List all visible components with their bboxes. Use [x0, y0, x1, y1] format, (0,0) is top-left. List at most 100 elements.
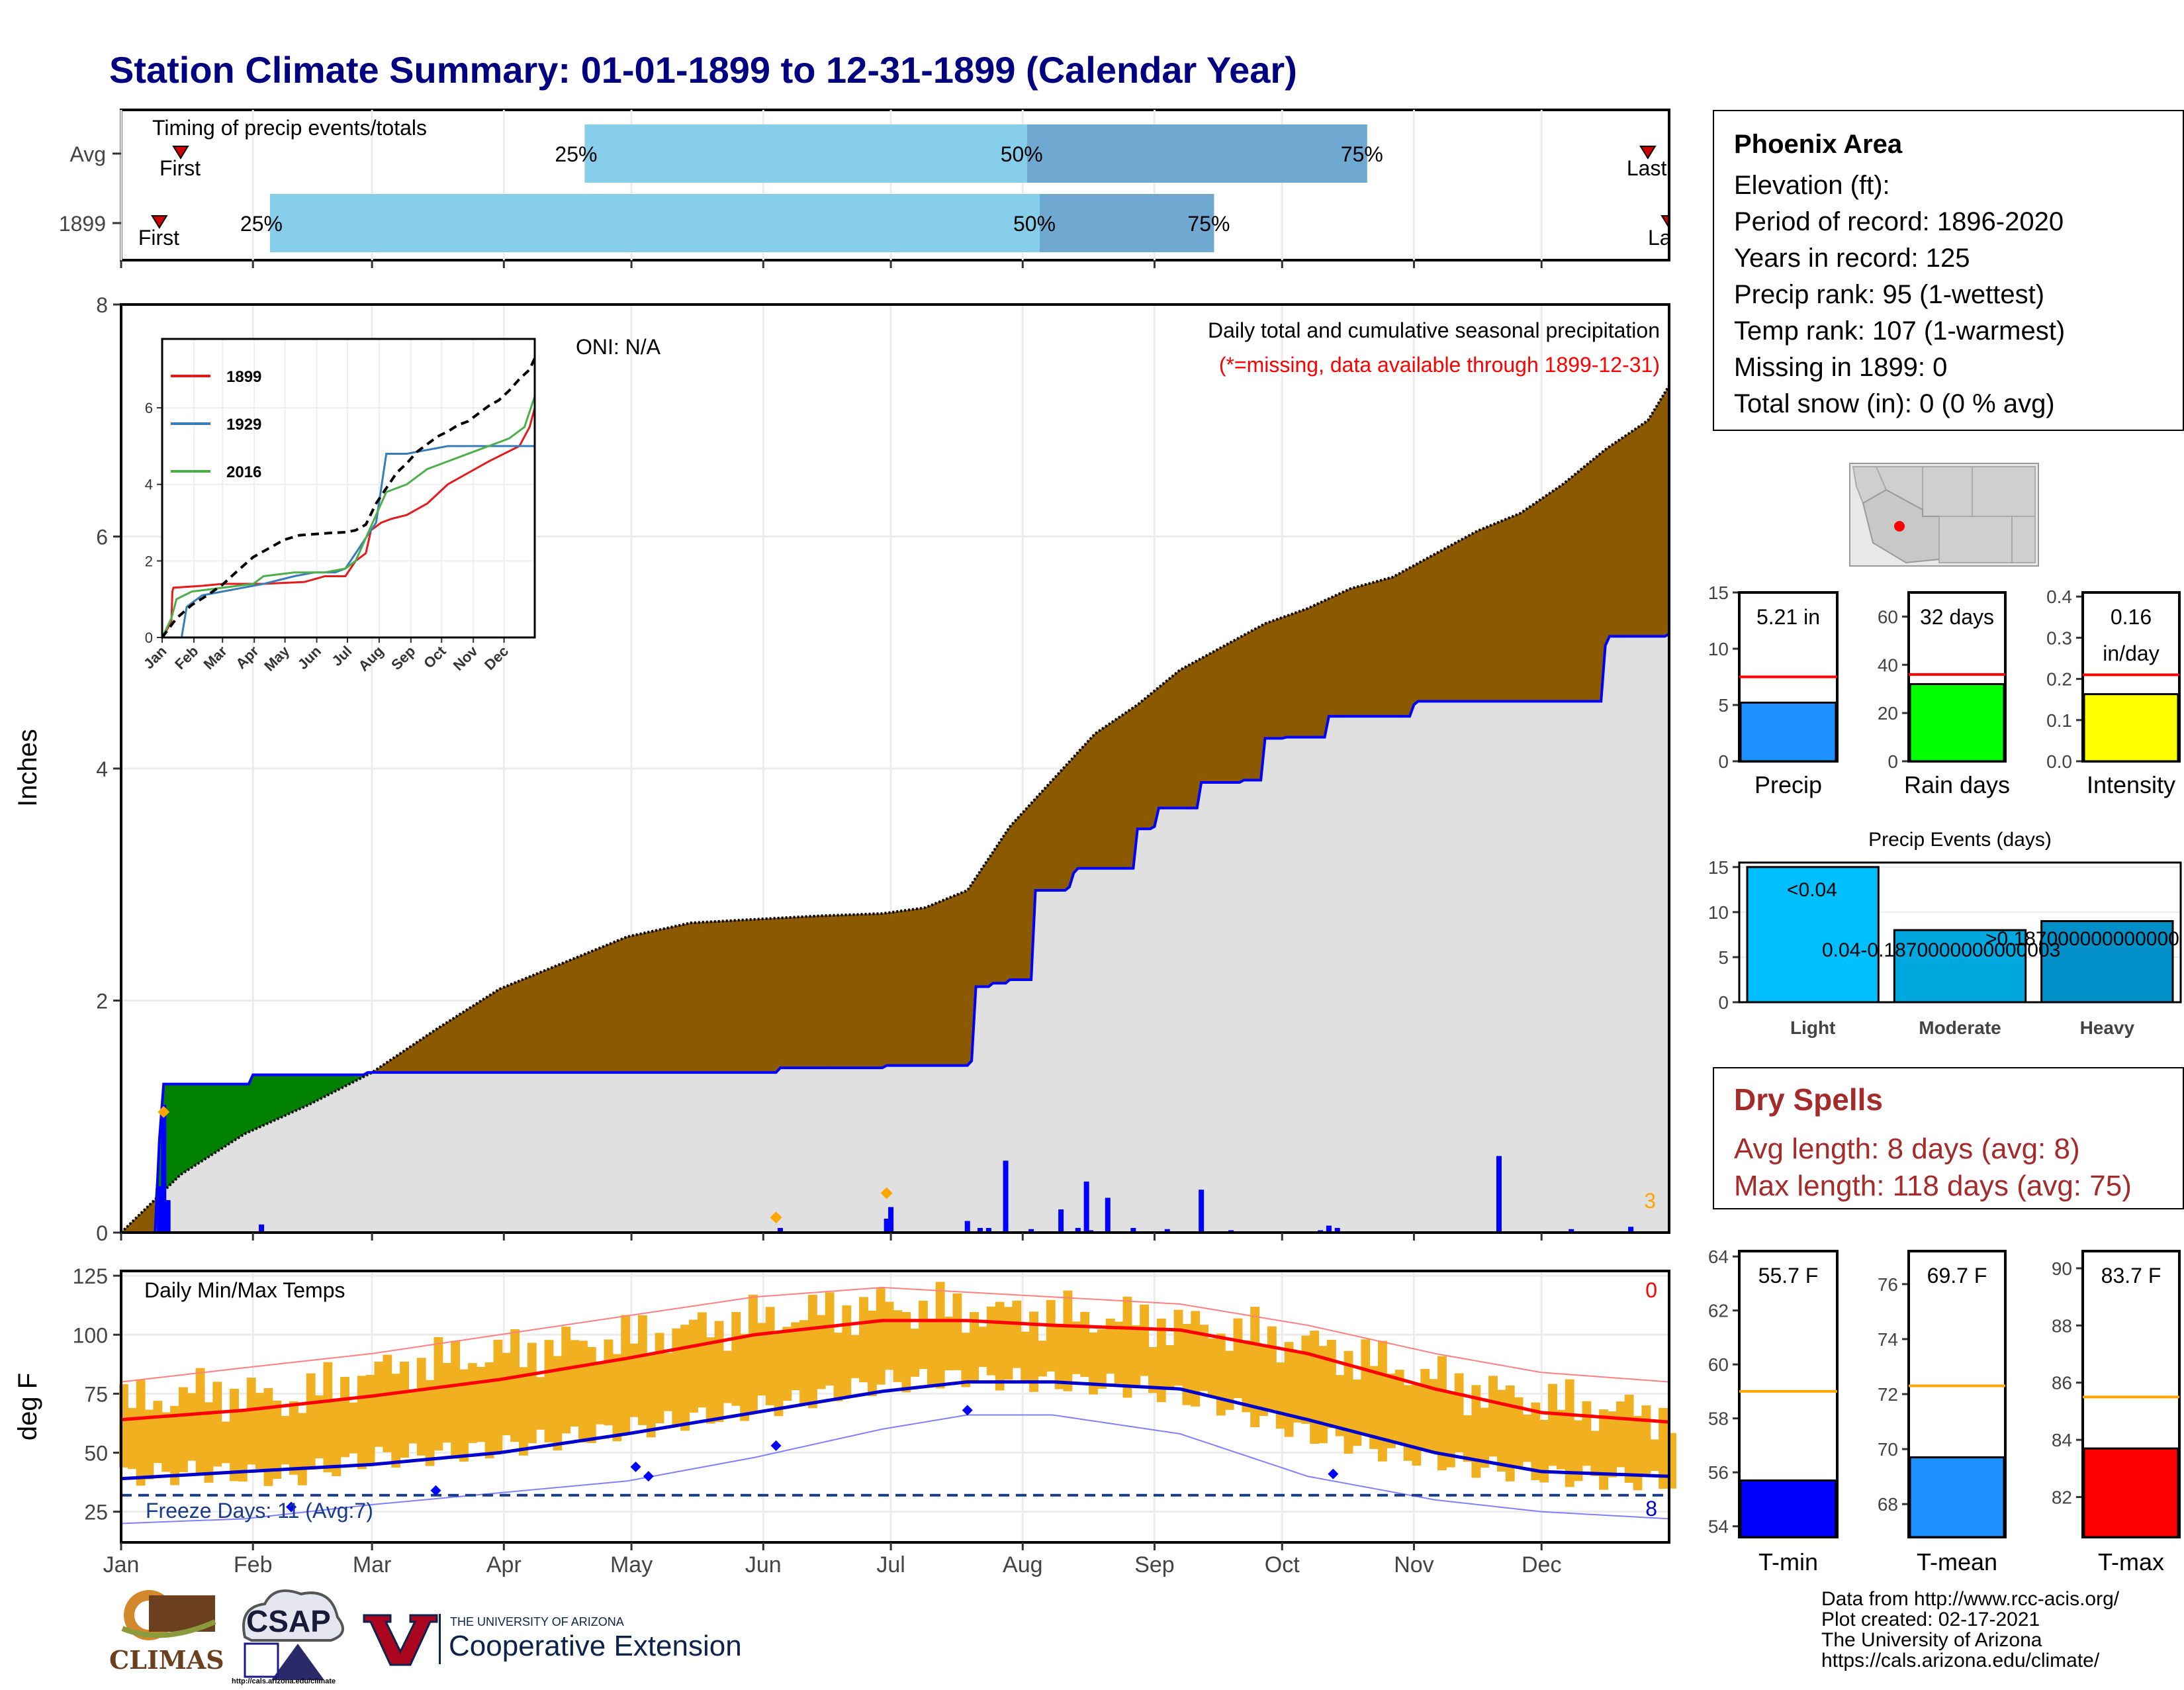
events-category-label: Moderate — [1919, 1017, 2001, 1038]
precip-deficit-area — [1609, 443, 1614, 637]
precip-deficit-area — [1116, 716, 1121, 869]
precip-deficit-area — [1060, 765, 1066, 891]
precip-deficit-area — [788, 917, 794, 1068]
daily-temp-range-bar — [221, 1421, 231, 1464]
precip-deficit-area — [690, 922, 696, 1073]
daily-temp-range-bar — [535, 1377, 545, 1430]
side-bar-value — [1909, 682, 2005, 763]
daily-temp-range-bar — [910, 1329, 920, 1377]
temp-y-tick-label: 125 — [73, 1264, 108, 1288]
precip-deficit-area — [1570, 473, 1576, 702]
temp-y-axis-label: deg F — [13, 1373, 42, 1440]
daily-temp-range-bar — [127, 1407, 137, 1470]
precip-deficit-area — [525, 976, 530, 1073]
precip-deficit-area — [1635, 426, 1640, 637]
precip-deficit-area — [401, 1049, 406, 1073]
side-bar-category-label: T-max — [2098, 1548, 2164, 1575]
precip-surplus-area — [252, 1074, 257, 1131]
precip-deficit-area — [639, 933, 645, 1073]
csap-logo: CSAP http://cals.arizona.edu/climate — [232, 1581, 351, 1687]
state-new-mexico-shape — [1938, 516, 2013, 563]
daily-precip-bar — [1003, 1160, 1009, 1233]
timing-p25-label: 25% — [240, 212, 283, 236]
precip-deficit-area — [1622, 434, 1627, 637]
precip-deficit-area — [495, 988, 500, 1073]
daily-temp-range-bar — [1624, 1394, 1634, 1483]
precip-deficit-area — [1405, 567, 1410, 717]
precip-surplus-area — [261, 1074, 266, 1127]
side-bar-y-tick-label: 70 — [1878, 1439, 1898, 1460]
precip-deficit-area — [1520, 510, 1525, 702]
daily-temp-range-bar — [1548, 1384, 1557, 1466]
locator-map — [1849, 463, 2039, 567]
daily-temp-range-bar — [1565, 1379, 1574, 1487]
daily-temp-range-bar — [467, 1363, 477, 1443]
daily-temp-range-bar — [1250, 1307, 1260, 1427]
precip-deficit-area — [1281, 616, 1287, 739]
precip-deficit-area — [418, 1037, 424, 1073]
precip-deficit-area — [1443, 546, 1449, 702]
temp-y-tick-label: 75 — [84, 1382, 108, 1406]
observed-cumulative-line — [121, 632, 1670, 1234]
precip-deficit-area — [669, 926, 674, 1073]
daily-temp-range-bar — [263, 1387, 273, 1486]
dry-spells-max: Max length: 118 days (avg: 75) — [1734, 1170, 2132, 1202]
daily-temp-range-bar — [502, 1352, 512, 1436]
precip-deficit-area — [827, 915, 832, 1068]
daily-temp-range-bar — [1429, 1379, 1439, 1452]
daily-temp-range-bar — [1199, 1325, 1209, 1391]
precip-deficit-area — [1077, 747, 1083, 869]
precip-deficit-area — [1545, 493, 1551, 702]
precip-y-tick-label: 8 — [96, 293, 108, 317]
month-axis-label: Oct — [1265, 1552, 1300, 1577]
daily-temp-range-bar — [935, 1282, 945, 1389]
side-bar-y-tick-label: 0 — [1888, 751, 1898, 772]
daily-precip-bar — [161, 1105, 167, 1233]
precip-deficit-area — [1251, 628, 1257, 780]
side-bar-value-label: in/day — [2103, 641, 2159, 665]
side-bar-y-tick-label: 56 — [1708, 1462, 1729, 1483]
daily-temp-range-bar — [1208, 1338, 1217, 1397]
side-bar-y-tick-label: 86 — [2052, 1373, 2072, 1393]
precip-deficit-area — [1516, 513, 1521, 702]
precip-deficit-area — [1163, 680, 1168, 808]
precip-deficit-area — [1154, 686, 1160, 827]
daily-temp-range-bar — [416, 1358, 426, 1456]
precip-deficit-area — [1095, 730, 1100, 869]
daily-temp-range-bar — [637, 1315, 647, 1425]
daily-temp-range-bar — [255, 1393, 265, 1470]
precip-y-tick-label: 2 — [96, 990, 108, 1013]
precip-deficit-area — [142, 1207, 147, 1233]
precip-subheader: (*=missing, data available through 1899-… — [1219, 353, 1660, 377]
precip-deficit-area — [750, 919, 755, 1073]
csap-cloud-icon — [242, 1589, 344, 1680]
precip-deficit-area — [541, 969, 547, 1073]
precip-deficit-area — [439, 1023, 445, 1073]
precip-deficit-area — [1379, 579, 1385, 717]
precip-deficit-area — [801, 916, 806, 1068]
daily-temp-range-bar — [425, 1380, 435, 1466]
precip-deficit-area — [1018, 812, 1023, 980]
precip-deficit-area — [1073, 751, 1079, 874]
precip-plot-frame — [120, 303, 1670, 1234]
precip-y-tick-label: 6 — [96, 526, 108, 549]
daily-temp-range-bar — [272, 1400, 282, 1479]
precip-deficit-area — [465, 1008, 471, 1073]
daily-temp-range-bar — [195, 1368, 205, 1476]
daily-temp-range-bar — [1029, 1311, 1038, 1392]
precip-deficit-area — [652, 929, 657, 1073]
inset-y-tick-label: 0 — [145, 630, 153, 646]
timing-bar-25-50 — [269, 194, 1040, 252]
precip-deficit-area — [1069, 756, 1074, 887]
side-bar-category-label: T-mean — [1917, 1548, 1997, 1575]
daily-temp-range-bar — [1131, 1325, 1141, 1385]
timing-first-label: First — [159, 156, 201, 180]
precip-deficit-area — [1537, 498, 1542, 702]
month-axis: Jan Feb Mar Apr May Jun Jul Aug Sep Oct Nov Dec — [103, 1542, 1561, 1577]
daily-precip-bar — [1164, 1229, 1170, 1233]
precip-deficit-area — [1081, 742, 1087, 869]
record-low-marker-icon — [430, 1485, 441, 1496]
precip-surplus-area — [329, 1074, 334, 1095]
temp-top-count: 0 — [1645, 1278, 1657, 1302]
precip-deficit-area — [967, 883, 972, 1066]
